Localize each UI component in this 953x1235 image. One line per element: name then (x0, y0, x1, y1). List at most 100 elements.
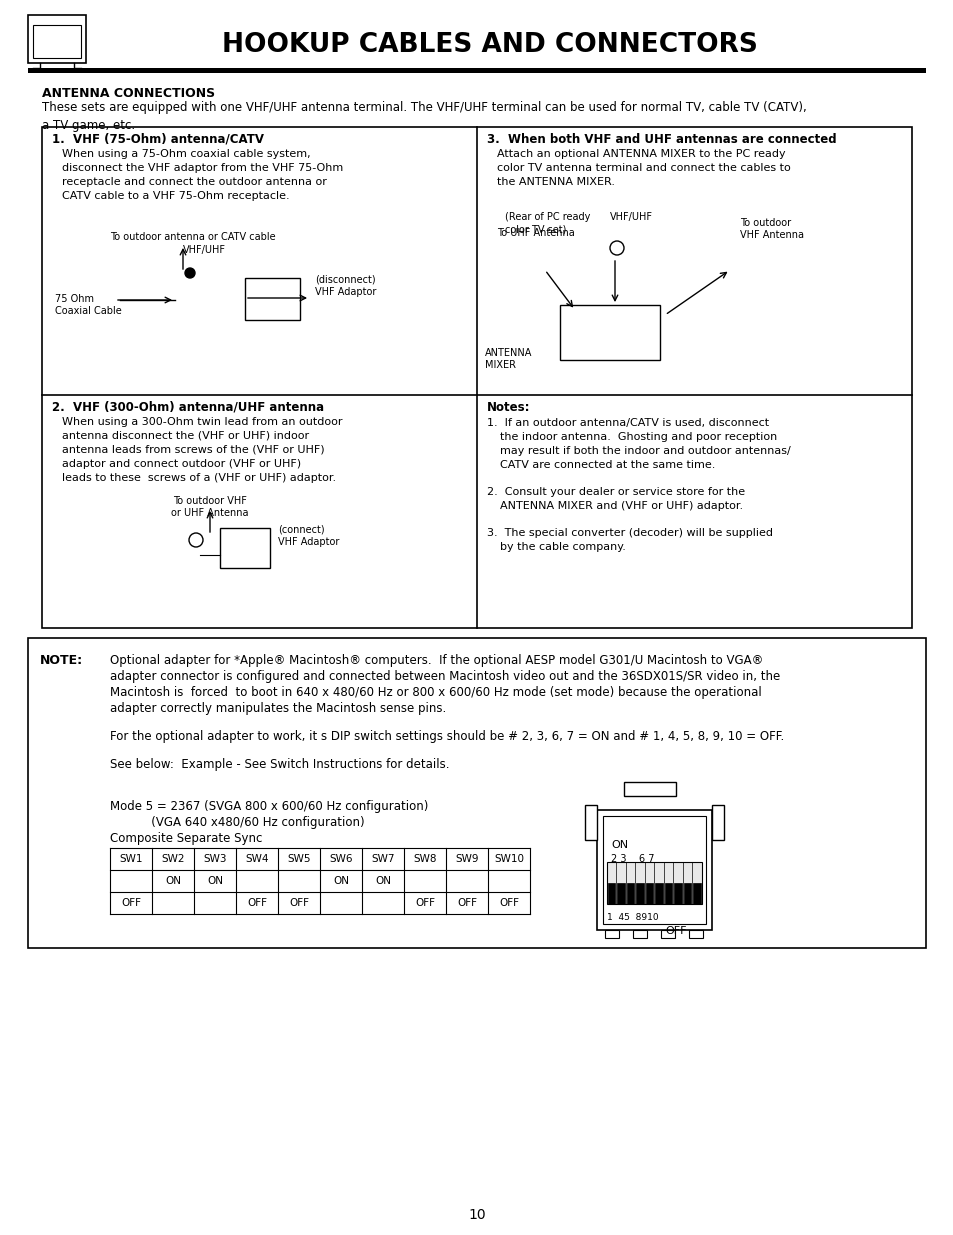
Bar (688, 930, 702, 939)
Text: See below:  Example - See Switch Instructions for details.: See below: Example - See Switch Instruct… (110, 758, 449, 771)
Text: OFF: OFF (121, 898, 141, 908)
Bar (645, 883, 653, 904)
Bar (693, 883, 700, 904)
Text: may result if both the indoor and outdoor antennas/: may result if both the indoor and outdoo… (499, 446, 790, 456)
Text: ON: ON (610, 840, 627, 850)
Bar (606, 862, 701, 904)
Text: 3.  When both VHF and UHF antennas are connected: 3. When both VHF and UHF antennas are co… (486, 133, 836, 146)
Text: SW2: SW2 (161, 853, 185, 864)
Bar (33, 25, 81, 58)
Text: 3.  The special converter (decoder) will be supplied: 3. The special converter (decoder) will … (486, 529, 772, 538)
Bar (623, 782, 676, 797)
Text: SW8: SW8 (413, 853, 436, 864)
Text: 1.  If an outdoor antenna/CATV is used, disconnect: 1. If an outdoor antenna/CATV is used, d… (486, 417, 768, 429)
Text: SW9: SW9 (455, 853, 478, 864)
Bar (683, 883, 691, 904)
Text: To outdoor VHF
or UHF Antenna: To outdoor VHF or UHF Antenna (172, 496, 249, 519)
Bar (604, 930, 618, 939)
Text: To UHF Antenna: To UHF Antenna (497, 228, 574, 238)
Text: Optional adapter for *Apple® Macintosh® computers.  If the optional AESP model G: Optional adapter for *Apple® Macintosh® … (110, 655, 762, 667)
Text: SW5: SW5 (287, 853, 311, 864)
Text: Mode 5 = 2367 (SVGA 800 x 600/60 Hz configuration): Mode 5 = 2367 (SVGA 800 x 600/60 Hz conf… (110, 800, 428, 813)
Text: SW6: SW6 (329, 853, 353, 864)
Text: Notes:: Notes: (486, 401, 530, 414)
Text: When using a 75-Ohm coaxial cable system,: When using a 75-Ohm coaxial cable system… (62, 149, 311, 159)
Text: 1.  VHF (75-Ohm) antenna/CATV: 1. VHF (75-Ohm) antenna/CATV (52, 133, 264, 146)
Text: VHF/UHF: VHF/UHF (183, 245, 226, 254)
Bar (602, 816, 705, 924)
Text: OFF: OFF (456, 898, 476, 908)
Text: by the cable company.: by the cable company. (499, 542, 625, 552)
Text: color TV antenna terminal and connect the cables to: color TV antenna terminal and connect th… (497, 163, 790, 173)
Bar (607, 883, 615, 904)
Text: antenna leads from screws of the (VHF or UHF): antenna leads from screws of the (VHF or… (62, 445, 324, 454)
Bar (42, 127, 911, 629)
Text: SW10: SW10 (494, 853, 523, 864)
Bar (633, 930, 646, 939)
Text: ON: ON (165, 876, 181, 885)
Text: These sets are equipped with one VHF/UHF antenna terminal. The VHF/UHF terminal : These sets are equipped with one VHF/UHF… (42, 101, 806, 132)
Text: To outdoor antenna or CATV cable: To outdoor antenna or CATV cable (111, 232, 275, 242)
Text: For the optional adapter to work, it s DIP switch settings should be # 2, 3, 6, : For the optional adapter to work, it s D… (110, 730, 783, 743)
Bar (597, 810, 711, 930)
Text: CATV cable to a VHF 75-Ohm receptacle.: CATV cable to a VHF 75-Ohm receptacle. (62, 191, 290, 201)
Text: CATV are connected at the same time.: CATV are connected at the same time. (499, 459, 715, 471)
Text: VHF/UHF: VHF/UHF (609, 212, 652, 222)
Bar (617, 883, 624, 904)
Text: leads to these  screws of a (VHF or UHF) adaptor.: leads to these screws of a (VHF or UHF) … (62, 473, 335, 483)
Bar (28, 68, 925, 73)
Text: NOTE:: NOTE: (40, 655, 83, 667)
Bar (660, 930, 675, 939)
Text: 10: 10 (468, 1208, 485, 1221)
Bar (626, 883, 634, 904)
Text: antenna disconnect the (VHF or UHF) indoor: antenna disconnect the (VHF or UHF) indo… (62, 431, 309, 441)
Bar (559, 305, 659, 359)
Text: Attach an optional ANTENNA MIXER to the PC ready: Attach an optional ANTENNA MIXER to the … (497, 149, 785, 159)
Text: ON: ON (375, 876, 391, 885)
Text: ON: ON (207, 876, 223, 885)
Text: SW3: SW3 (203, 853, 227, 864)
Text: OFF: OFF (247, 898, 267, 908)
Bar (220, 529, 270, 568)
Text: OFF: OFF (664, 926, 686, 936)
Text: 2.  Consult your dealer or service store for the: 2. Consult your dealer or service store … (486, 487, 744, 496)
Text: 2 3    6 7: 2 3 6 7 (610, 853, 654, 864)
Bar (664, 883, 672, 904)
Bar (711, 805, 723, 840)
Bar (584, 805, 597, 840)
Bar (245, 278, 299, 320)
Text: 2.  VHF (300-Ohm) antenna/UHF antenna: 2. VHF (300-Ohm) antenna/UHF antenna (52, 401, 324, 414)
Text: HOOKUP CABLES AND CONNECTORS: HOOKUP CABLES AND CONNECTORS (222, 32, 757, 58)
Text: 1  45  8910: 1 45 8910 (606, 913, 658, 923)
Text: SW1: SW1 (119, 853, 143, 864)
Text: adaptor and connect outdoor (VHF or UHF): adaptor and connect outdoor (VHF or UHF) (62, 459, 301, 469)
Text: When using a 300-Ohm twin lead from an outdoor: When using a 300-Ohm twin lead from an o… (62, 417, 342, 427)
Text: (Rear of PC ready
color TV set): (Rear of PC ready color TV set) (504, 212, 590, 235)
Text: SW7: SW7 (371, 853, 395, 864)
Bar (28, 638, 925, 948)
Text: ANTENNA
MIXER: ANTENNA MIXER (484, 348, 532, 370)
Text: adapter correctly manipulates the Macintosh sense pins.: adapter correctly manipulates the Macint… (110, 701, 446, 715)
Text: OFF: OFF (289, 898, 309, 908)
Text: (disconnect)
VHF Adaptor: (disconnect) VHF Adaptor (314, 275, 376, 298)
Text: 75 Ohm
Coaxial Cable: 75 Ohm Coaxial Cable (55, 294, 122, 316)
Text: ANTENNA CONNECTIONS: ANTENNA CONNECTIONS (42, 86, 214, 100)
Text: disconnect the VHF adaptor from the VHF 75-Ohm: disconnect the VHF adaptor from the VHF … (62, 163, 343, 173)
Text: ON: ON (333, 876, 349, 885)
Text: To outdoor
VHF Antenna: To outdoor VHF Antenna (740, 219, 803, 241)
Bar (674, 883, 681, 904)
Text: the indoor antenna.  Ghosting and poor reception: the indoor antenna. Ghosting and poor re… (499, 432, 777, 442)
Text: receptacle and connect the outdoor antenna or: receptacle and connect the outdoor anten… (62, 177, 327, 186)
Bar (636, 883, 643, 904)
Text: Macintosh is  forced  to boot in 640 x 480/60 Hz or 800 x 600/60 Hz mode (set mo: Macintosh is forced to boot in 640 x 480… (110, 685, 760, 699)
Text: (connect)
VHF Adaptor: (connect) VHF Adaptor (277, 525, 339, 547)
Text: adapter connector is configured and connected between Macintosh video out and th: adapter connector is configured and conn… (110, 671, 780, 683)
Text: OFF: OFF (498, 898, 518, 908)
Circle shape (185, 268, 194, 278)
Text: SW4: SW4 (245, 853, 269, 864)
Text: the ANTENNA MIXER.: the ANTENNA MIXER. (497, 177, 615, 186)
Text: ANTENNA MIXER and (VHF or UHF) adaptor.: ANTENNA MIXER and (VHF or UHF) adaptor. (499, 501, 742, 511)
Text: Composite Separate Sync: Composite Separate Sync (110, 832, 262, 845)
Text: (VGA 640 x480/60 Hz configuration): (VGA 640 x480/60 Hz configuration) (110, 816, 364, 829)
Bar (28, 15, 86, 63)
